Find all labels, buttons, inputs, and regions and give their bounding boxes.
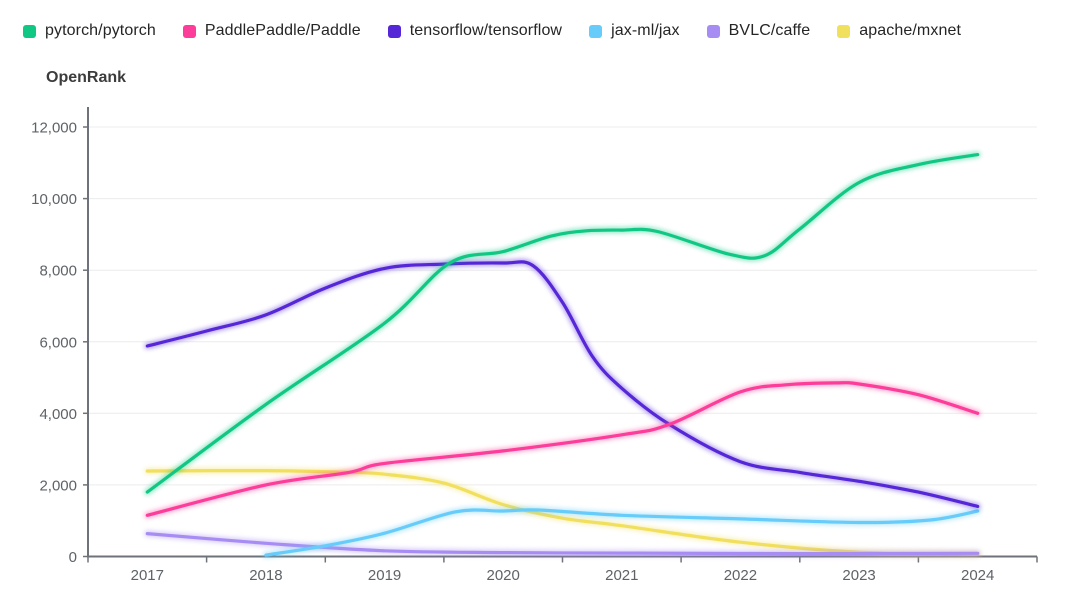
- series-line-jax-ml-jax[interactable]: [264, 508, 980, 557]
- legend-item-label: jax-ml/jax: [611, 22, 680, 39]
- chart-title: OpenRank: [46, 69, 127, 86]
- gridlines: [88, 126, 1037, 486]
- y-axis-label: 0: [69, 549, 77, 566]
- legend-item-bvlc-caffe[interactable]: BVLC/caffe: [706, 22, 811, 40]
- legend-item-pytorch-pytorch[interactable]: pytorch/pytorch: [23, 22, 156, 40]
- series-line-bvlc-caffe[interactable]: [145, 532, 980, 556]
- x-axis-label: 2023: [842, 567, 875, 584]
- legend-item-label: tensorflow/tensorflow: [409, 22, 563, 39]
- x-axis-label: 2017: [131, 567, 164, 584]
- x-axis-label: 2018: [249, 567, 282, 584]
- x-axis-label: 2020: [487, 567, 520, 584]
- legend-swatch-icon: [837, 24, 851, 38]
- legend-swatch-icon: [706, 24, 720, 38]
- legend-swatch-icon: [23, 24, 36, 38]
- series-line-tensorflow-tensorflow[interactable]: [145, 260, 980, 508]
- legend-item-label: apache/mxnet: [859, 22, 962, 39]
- x-axis-label: 2024: [961, 567, 994, 584]
- y-axis-label: 6,000: [39, 334, 77, 351]
- legend-item-label: BVLC/caffe: [728, 22, 811, 39]
- series-line-paddlepaddle-paddle[interactable]: [145, 381, 980, 517]
- legend-item-apache-mxnet[interactable]: apache/mxnet: [837, 22, 961, 40]
- legend-swatch-icon: [387, 24, 401, 38]
- legend-item-label: pytorch/pytorch: [45, 22, 156, 39]
- series-line-pytorch-pytorch[interactable]: [145, 153, 980, 494]
- x-axis-label: 2022: [724, 567, 757, 584]
- legend-item-jax-ml-jax[interactable]: jax-ml/jax: [589, 22, 680, 40]
- legend-item-tensorflow-tensorflow[interactable]: tensorflow/tensorflow: [387, 22, 563, 40]
- axis-labels: 0 2,000 4,000 6,000 8,000 10,000 12,000 2017 201…: [31, 120, 994, 585]
- y-axis-label: 8,000: [39, 263, 77, 280]
- y-axis-label: 12,000: [31, 120, 77, 137]
- y-axis-label: 10,000: [31, 191, 77, 208]
- legend-item-paddlepaddle-paddle[interactable]: PaddlePaddle/Paddle: [182, 22, 361, 40]
- y-axis-label: 4,000: [39, 406, 77, 423]
- x-axis-label: 2021: [605, 567, 638, 584]
- legend-swatch-icon: [589, 24, 603, 38]
- x-axis-label: 2019: [368, 567, 401, 584]
- y-axis-label: 2,000: [39, 477, 77, 494]
- legend-swatch-icon: [182, 24, 196, 38]
- legend: pytorch/pytorch PaddlePaddle/Paddle tensor…: [23, 22, 961, 40]
- series-lines: [144, 151, 981, 559]
- legend-item-label: PaddlePaddle/Paddle: [204, 22, 361, 39]
